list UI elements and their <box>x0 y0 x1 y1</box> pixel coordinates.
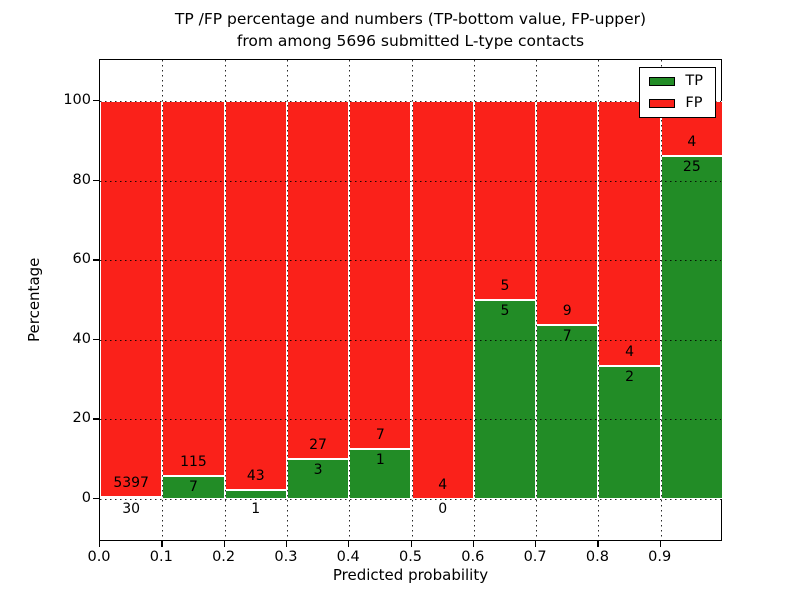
horizontal-gridline <box>100 499 721 500</box>
x-tick-label: 0.8 <box>585 549 609 565</box>
y-tick-label: 80 <box>72 171 91 188</box>
bar-tp-segment <box>473 300 537 499</box>
bar-tp-segment <box>100 496 163 499</box>
y-tick-mark <box>93 99 99 102</box>
horizontal-gridline <box>100 100 721 102</box>
vertical-gridline <box>598 60 600 540</box>
x-tick-mark <box>348 541 350 547</box>
bar-tp-segment <box>536 324 599 499</box>
x-tick-mark <box>410 541 412 547</box>
y-tick-mark <box>93 498 99 500</box>
bar-fp-segment <box>286 100 350 460</box>
chart-title-line1: TP /FP percentage and numbers (TP-bottom… <box>174 10 647 28</box>
bar-tp-segment <box>660 155 723 499</box>
bar-fp-segment <box>536 100 599 325</box>
vertical-gridline <box>660 60 662 540</box>
vertical-gridline <box>162 60 164 540</box>
fp-count-label: 5 <box>500 278 510 294</box>
tp-count-label: 25 <box>682 158 701 175</box>
fp-count-label: 43 <box>246 467 265 484</box>
legend-label-fp: FP <box>685 95 703 111</box>
vertical-gridline <box>286 60 288 540</box>
tp-count-label: 30 <box>122 501 141 517</box>
fp-count-label: 9 <box>562 302 572 319</box>
tp-count-label: 1 <box>375 452 385 469</box>
x-tick-mark <box>99 541 101 547</box>
x-tick-label: 0.3 <box>274 549 298 565</box>
fp-count-label: 7 <box>375 427 385 444</box>
fp-count-label: 27 <box>309 437 327 454</box>
horizontal-gridline <box>100 339 721 341</box>
vertical-gridline <box>224 60 226 540</box>
y-tick-mark <box>93 179 99 181</box>
plot-area: 5397 30 115 7 43 1 27 3 7 1 4 0 5 5 9 7 4 2 4 25 TP FP <box>99 59 723 541</box>
bar-fp-segment <box>598 100 661 367</box>
x-tick-mark <box>285 541 288 547</box>
y-axis-label: Percentage <box>25 257 43 343</box>
x-tick-label: 0.4 <box>336 549 360 565</box>
legend-swatch-fp-icon <box>649 99 676 108</box>
x-tick-label: 0.7 <box>523 549 547 565</box>
bar-tp-segment <box>598 366 661 499</box>
vertical-gridline <box>473 60 475 540</box>
x-tick-label: 0.1 <box>149 549 173 565</box>
x-tick-mark <box>472 541 475 547</box>
x-tick-mark <box>597 541 599 547</box>
horizontal-gridline <box>100 260 721 262</box>
x-tick-mark <box>161 541 163 547</box>
x-tick-label: 0.6 <box>461 549 485 565</box>
tp-count-label: 1 <box>251 501 261 517</box>
bar-fp-segment <box>224 100 287 490</box>
fp-count-label: 115 <box>180 454 207 471</box>
tp-count-label: 7 <box>188 479 198 496</box>
chart-title: TP /FP percentage and numbers (TP-bottom… <box>99 8 722 52</box>
y-tick-label: 0 <box>81 490 91 506</box>
legend: TP FP <box>639 67 716 118</box>
legend-label-tp: TP <box>685 73 703 89</box>
vertical-gridline <box>536 60 538 540</box>
y-tick-label: 20 <box>72 410 91 427</box>
legend-swatch-tp-icon <box>649 77 676 86</box>
x-tick-label: 0.2 <box>212 549 236 565</box>
y-tick-mark <box>93 338 99 341</box>
y-tick-label: 100 <box>63 91 91 108</box>
x-tick-mark <box>535 541 537 547</box>
y-tick-mark <box>93 418 99 420</box>
tp-count-label: 3 <box>313 462 323 479</box>
bar-fp-segment <box>411 100 474 499</box>
bar-fp-segment <box>100 100 163 497</box>
horizontal-gridline <box>100 180 721 182</box>
bar-tp-segment <box>286 459 350 499</box>
fp-count-label: 4 <box>438 477 448 493</box>
tp-count-label: 5 <box>500 303 510 319</box>
tp-count-label: 0 <box>438 501 448 517</box>
x-tick-label: 0.0 <box>87 549 111 565</box>
y-tick-label: 40 <box>72 330 91 347</box>
tp-count-label: 7 <box>562 327 572 344</box>
vertical-gridline <box>349 60 351 540</box>
x-tick-mark <box>659 541 661 547</box>
legend-entry-fp: FP <box>649 96 703 111</box>
x-tick-label: 0.5 <box>398 549 423 565</box>
y-tick-mark <box>93 259 99 261</box>
tp-count-label: 2 <box>625 369 634 386</box>
x-axis-label: Predicted probability <box>332 566 489 584</box>
bar-tp-segment <box>224 489 287 499</box>
bar-fp-segment <box>349 100 412 450</box>
x-tick-mark <box>223 541 225 547</box>
legend-entry-tp: TP <box>649 74 703 89</box>
horizontal-gridline <box>100 419 721 421</box>
y-tick-label: 60 <box>72 251 91 268</box>
fp-count-label: 4 <box>687 133 697 150</box>
chart-title-line2: from among 5696 submitted L-type contact… <box>236 32 585 50</box>
fp-count-label: 5397 <box>113 474 149 491</box>
bar-fp-segment <box>473 100 537 300</box>
fp-count-label: 4 <box>625 344 634 361</box>
x-tick-label: 0.9 <box>648 549 672 565</box>
vertical-gridline <box>411 60 413 540</box>
